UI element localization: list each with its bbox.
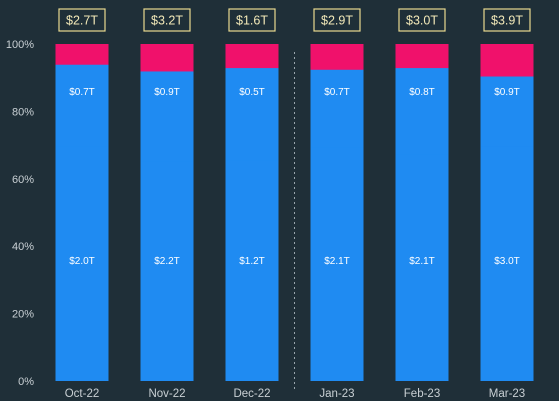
bar-segment-middle [140,70,194,162]
bar-segment-bottom [140,160,194,381]
bar-total-label: $1.6T [236,14,268,28]
bar-segment-middle [310,69,364,148]
bar-segment-top [140,44,194,72]
bar-segment-bottom [55,146,109,381]
bar-total: $1.6T [228,8,276,32]
y-tick-label: 40% [12,241,34,253]
x-category-label: Jan-23 [319,388,354,400]
x-category-label: Dec-22 [233,388,270,400]
y-tick-label: 80% [12,106,34,118]
bar-segment-top [310,44,364,70]
y-tick-label: 60% [12,174,34,186]
y-tick-label: 20% [12,309,34,321]
bar-total-box [228,8,276,32]
bar-segment-bottom [395,154,449,381]
bar-total: $2.7T [58,8,106,32]
bar-value-label-middle: $0.8T [409,87,435,98]
y-axis: 0% 20% 40% 60% 80% 100% [6,39,34,388]
bar-segment-middle [225,67,279,161]
bar-segment-bottom [480,146,534,381]
bar-segment-middle [480,76,534,147]
bar-segment-top [225,44,279,69]
bar-total-label: $3.9T [491,14,523,28]
bar-total-label: $3.2T [151,14,183,28]
bar-stack: $2.1T $0.7T [310,44,364,381]
bar-stack: $2.1T $0.8T [395,44,449,381]
x-category-label: Mar-23 [489,388,525,400]
bar-total: $3.9T [483,8,531,32]
bar-value-label-bottom: $2.1T [324,256,350,267]
bar-segment-bottom [310,147,364,381]
bar-value-label-bottom: $3.0T [494,256,520,267]
bar-stack: $3.0T $0.9T [480,44,534,381]
x-category-label: Nov-22 [148,388,185,400]
bar-value-label-middle: $0.9T [154,87,180,98]
bar-total: $3.0T [398,8,446,32]
bar-total: $3.2T [143,8,191,32]
bar-stack: $2.0T $0.7T [55,44,109,381]
bar-segment-middle [55,64,109,147]
x-axis: Oct-22 Nov-22 Dec-22 Jan-23 Feb-23 Mar-23 [65,388,525,400]
bar-total-box [483,8,531,32]
bar-total-label: $3.0T [406,14,438,28]
bar-total-label: $2.9T [321,14,353,28]
bars-group: $2.0T $0.7T $2.2T $0.9T $1.2T $0.5T $2.1T $0.7T… [55,44,534,390]
bar-value-label-middle: $0.9T [494,87,520,98]
bar-total-box [398,8,446,32]
bar-total: $2.9T [313,8,361,32]
bar-value-label-middle: $0.7T [69,87,95,98]
bar-stack: $2.2T $0.9T [140,44,194,381]
bar-value-label-bottom: $1.2T [239,256,265,267]
bar-segment-middle [395,67,449,155]
y-tick-label: 100% [6,39,34,51]
x-category-label: Feb-23 [404,388,440,400]
bar-stack: $1.2T $0.5T [225,44,279,381]
bar-total-box [143,8,191,32]
bar-total-box [58,8,106,32]
x-category-label: Oct-22 [65,388,100,400]
bar-segment-top [55,44,109,65]
bar-segment-top [395,44,449,69]
bar-value-label-middle: $0.7T [324,87,350,98]
bar-value-label-middle: $0.5T [239,87,265,98]
y-tick-label: 0% [18,376,34,388]
bar-segment-top [480,44,534,77]
totals-group: $2.7T $3.2T $1.6T $2.9T $3.0T $3.9T [58,8,531,32]
bar-value-label-bottom: $2.2T [154,256,180,267]
bar-value-label-bottom: $2.0T [69,256,95,267]
bar-segment-bottom [225,159,279,381]
bar-value-label-bottom: $2.1T [409,256,435,267]
bar-total-label: $2.7T [66,14,98,28]
bar-total-box [313,8,361,32]
